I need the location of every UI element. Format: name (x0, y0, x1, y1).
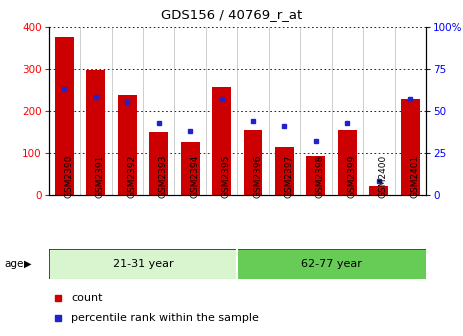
Bar (244, 130, 263, 195)
Text: GSM2393: GSM2393 (159, 155, 168, 198)
Bar (86, 70, 105, 195)
Text: GSM2391: GSM2391 (96, 155, 105, 198)
Text: GSM2397: GSM2397 (284, 155, 294, 198)
Text: GSM2395: GSM2395 (222, 155, 231, 198)
Bar (118, 95, 137, 195)
Text: GDS156 / 40769_r_at: GDS156 / 40769_r_at (161, 8, 302, 22)
Text: GSM2400: GSM2400 (379, 155, 388, 198)
Text: GSM2398: GSM2398 (316, 155, 325, 198)
Bar (275, 146, 294, 195)
Text: GSM2401: GSM2401 (410, 155, 419, 198)
Bar (181, 142, 200, 195)
Text: GSM2399: GSM2399 (347, 155, 357, 198)
Text: GSM2394: GSM2394 (190, 155, 199, 198)
Bar (401, 99, 419, 195)
Bar (369, 186, 388, 195)
Text: GSM2396: GSM2396 (253, 155, 262, 198)
Text: percentile rank within the sample: percentile rank within the sample (71, 313, 259, 323)
Bar (49, 249, 238, 279)
Bar (307, 156, 325, 195)
Bar (212, 87, 231, 195)
Text: 21-31 year: 21-31 year (113, 259, 173, 269)
Bar (55, 37, 74, 195)
Bar (338, 130, 357, 195)
Text: age: age (5, 259, 24, 269)
Text: 62-77 year: 62-77 year (301, 259, 362, 269)
Text: ▶: ▶ (24, 259, 31, 269)
Bar (238, 249, 426, 279)
Text: GSM2392: GSM2392 (127, 155, 136, 198)
Bar (149, 132, 168, 195)
Text: GSM2390: GSM2390 (64, 155, 73, 198)
Text: count: count (71, 293, 103, 303)
